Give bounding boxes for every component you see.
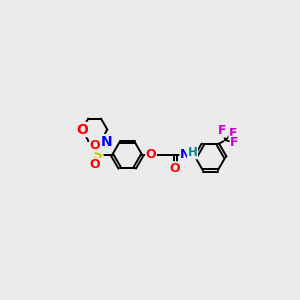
Text: F: F <box>218 124 227 137</box>
Text: H: H <box>188 146 197 159</box>
Text: O: O <box>90 139 101 152</box>
Text: O: O <box>76 123 88 136</box>
Text: N: N <box>180 148 190 161</box>
Text: O: O <box>90 158 101 171</box>
Text: O: O <box>170 162 180 175</box>
Text: N: N <box>101 135 112 148</box>
Text: O: O <box>146 148 156 161</box>
Text: F: F <box>230 136 239 149</box>
Text: F: F <box>229 127 238 140</box>
Text: S: S <box>93 148 103 162</box>
